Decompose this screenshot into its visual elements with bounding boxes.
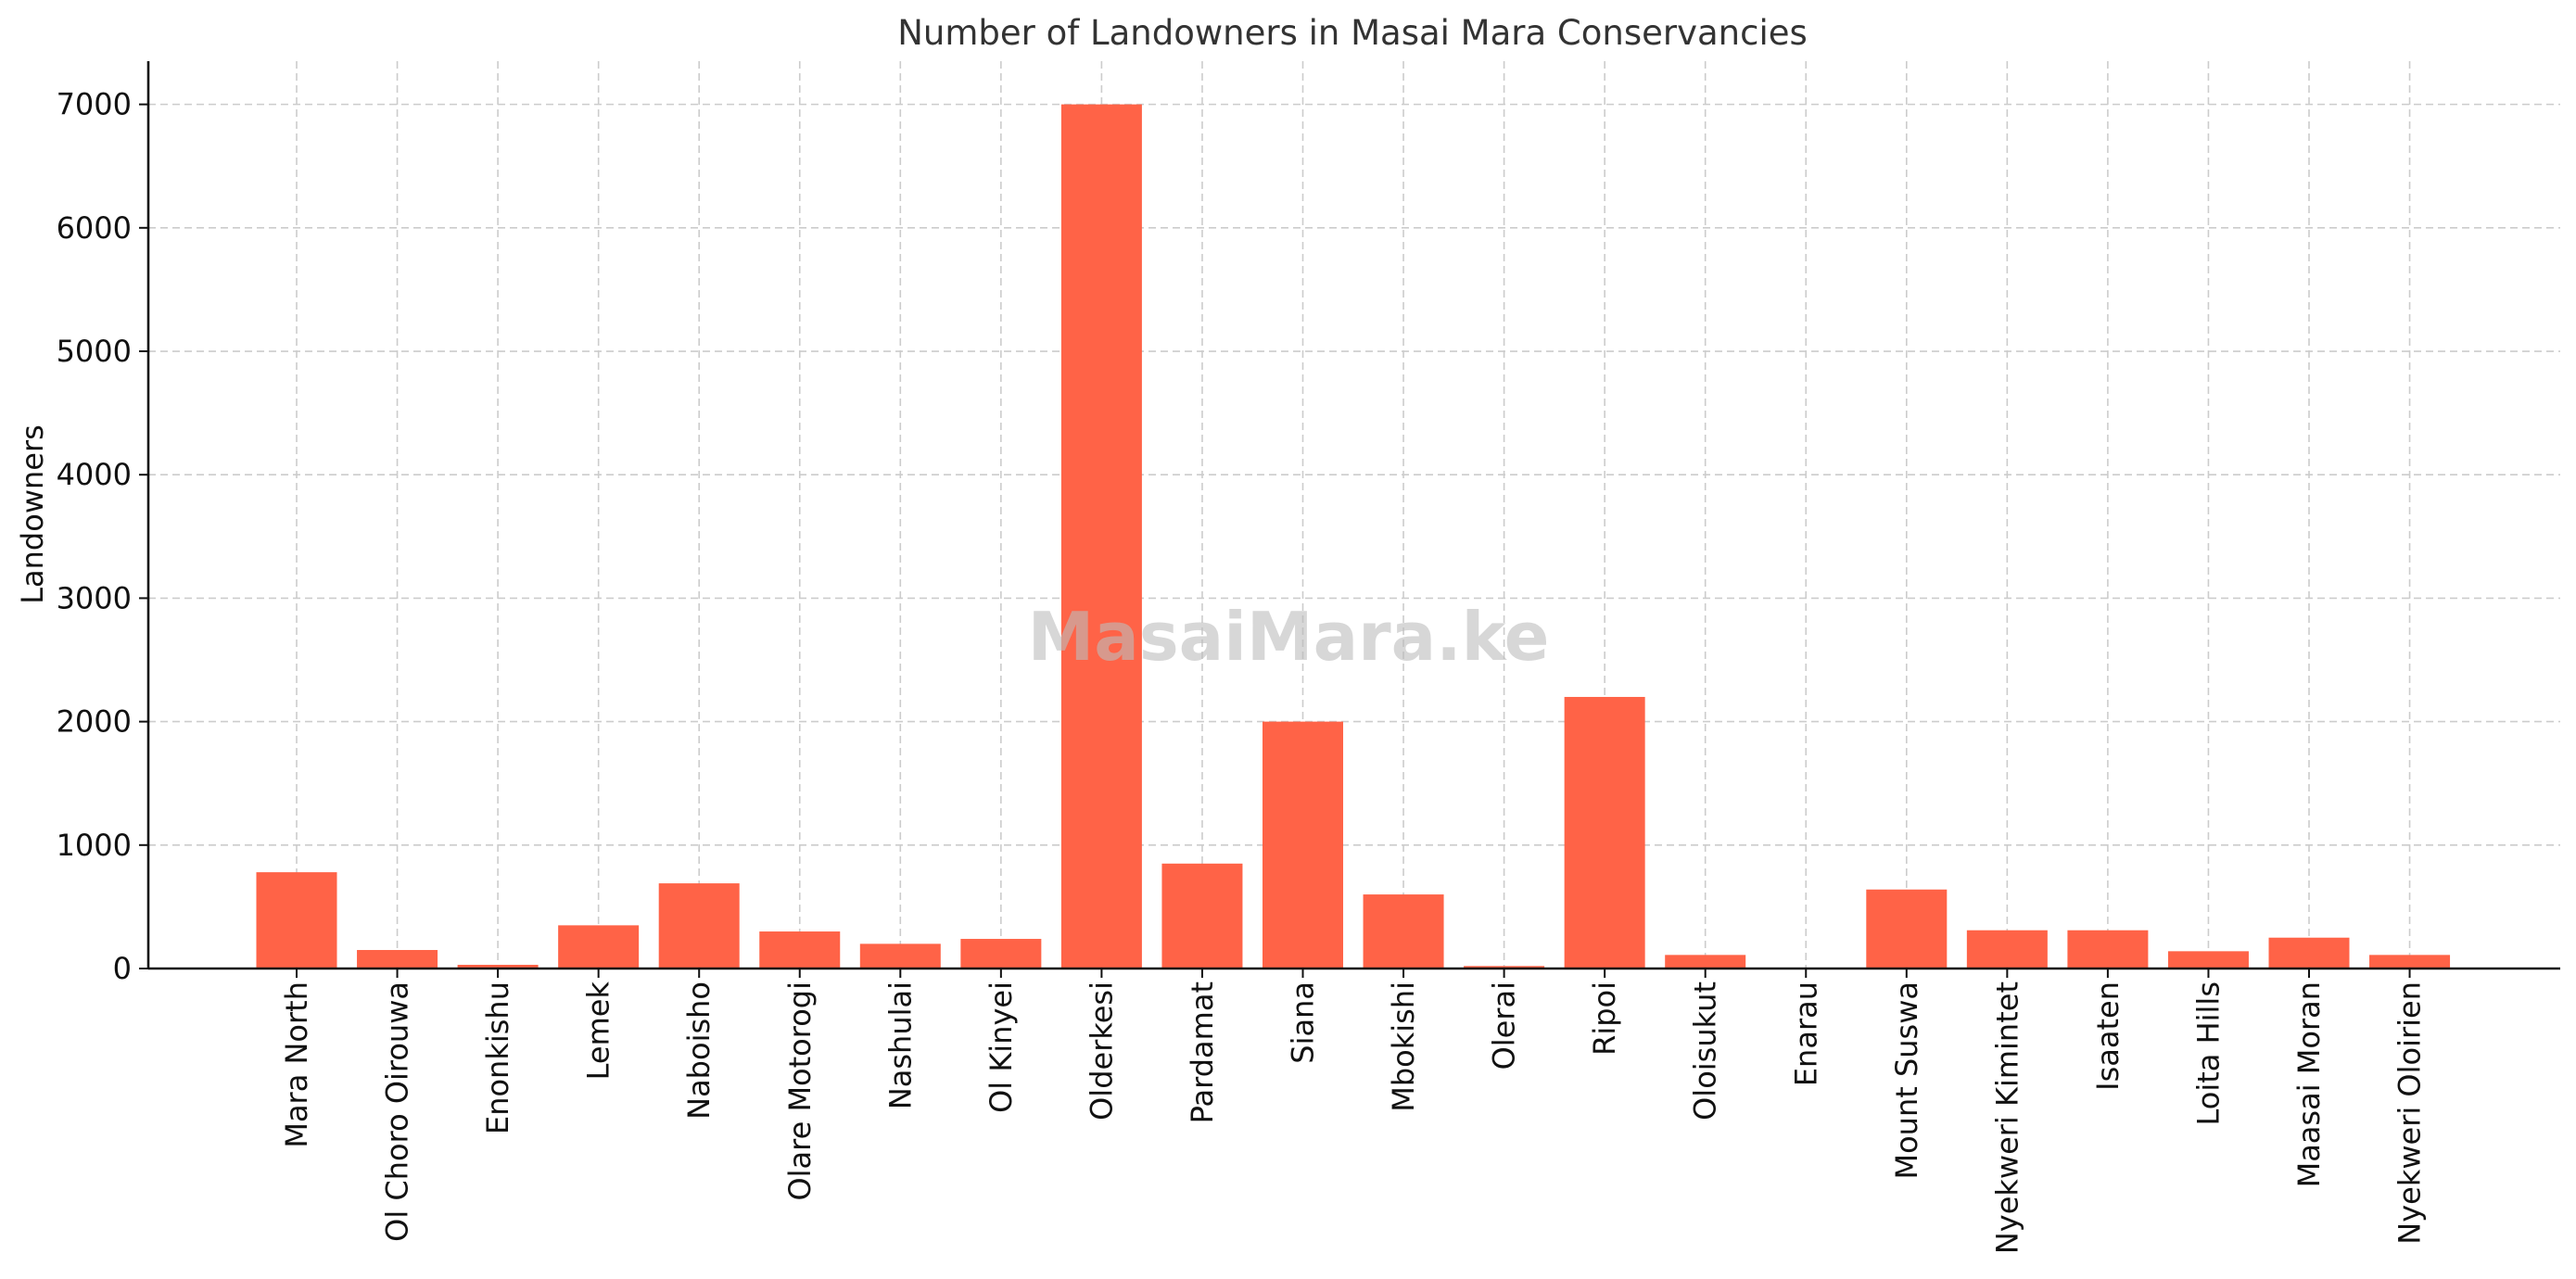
watermark: MasaiMara.ke <box>1028 598 1550 676</box>
x-tick-label: Siana <box>1286 981 1321 1064</box>
x-tick-label: Ol Choro Oirouwa <box>380 981 415 1242</box>
bar <box>2268 937 2350 969</box>
x-tick-label: Mbokishi <box>1386 981 1421 1112</box>
bar <box>457 965 539 969</box>
x-tick-label: Olderkesi <box>1084 981 1119 1121</box>
bar <box>1363 894 1444 969</box>
x-tick-label: Enonkishu <box>480 981 515 1134</box>
y-tick-label: 3000 <box>57 580 132 615</box>
bar <box>1564 696 1645 969</box>
chart-title: Number of Landowners in Masai Mara Conse… <box>897 13 1808 53</box>
bar <box>1665 955 1746 969</box>
x-tick-label: Naboisho <box>681 981 717 1120</box>
x-tick-label: Nyekweri Kimintet <box>1989 981 2024 1254</box>
x-tick-label: Ol Kinyei <box>983 981 1019 1113</box>
bar <box>1060 104 1142 969</box>
x-tick-label: Oloisukut <box>1688 981 1723 1121</box>
x-tick-label: Mount Suswa <box>1889 981 1924 1180</box>
bar <box>658 883 740 969</box>
bar <box>1161 863 1243 969</box>
x-tick-label: Nyekweri Oloirien <box>2392 981 2428 1245</box>
bar <box>759 931 841 969</box>
axes <box>146 61 2560 970</box>
bar <box>357 950 438 969</box>
y-tick-label: 4000 <box>57 457 132 492</box>
bars <box>256 104 2451 969</box>
bar <box>960 939 1042 969</box>
x-tick-label: Maasai Moran <box>2291 981 2327 1187</box>
x-tick-label: Lemek <box>581 981 616 1081</box>
bar <box>1464 966 1545 969</box>
x-tick-label: Enarau <box>1788 981 1823 1086</box>
y-tick-label: 5000 <box>57 334 132 369</box>
x-tick-label: Pardamat <box>1185 981 1220 1123</box>
bar <box>859 943 941 969</box>
bar <box>1263 721 1343 969</box>
x-tick-label: Mara North <box>279 981 314 1148</box>
y-tick-label: 6000 <box>57 210 132 246</box>
y-ticks: 0 1000 2000 3000 4000 5000 6000 7000 <box>57 87 148 986</box>
y-axis-label: Landowners <box>15 424 50 604</box>
y-tick-label: 1000 <box>57 828 132 863</box>
y-tick-label: 7000 <box>57 87 132 122</box>
bar <box>2067 930 2149 969</box>
x-tick-label: Olerai <box>1487 981 1522 1070</box>
x-tick-label: Nashulai <box>882 981 918 1109</box>
bar <box>2369 955 2451 969</box>
bar <box>558 925 640 969</box>
grid-lines <box>148 61 2560 969</box>
bar <box>256 872 337 969</box>
y-tick-label: 0 <box>113 951 132 986</box>
x-tick-label: Olare Motorogi <box>782 981 818 1201</box>
bar <box>1866 889 1948 969</box>
bar <box>2167 951 2249 969</box>
x-ticks: Mara North Ol Choro Oirouwa Enonkishu Lemek… <box>279 969 2428 1254</box>
y-tick-label: 2000 <box>57 704 132 740</box>
x-tick-label: Loita Hills <box>2190 981 2226 1125</box>
x-tick-label: Isaaten <box>2090 981 2126 1091</box>
x-tick-label: Ripoi <box>1587 981 1622 1056</box>
bar <box>1966 930 2048 969</box>
